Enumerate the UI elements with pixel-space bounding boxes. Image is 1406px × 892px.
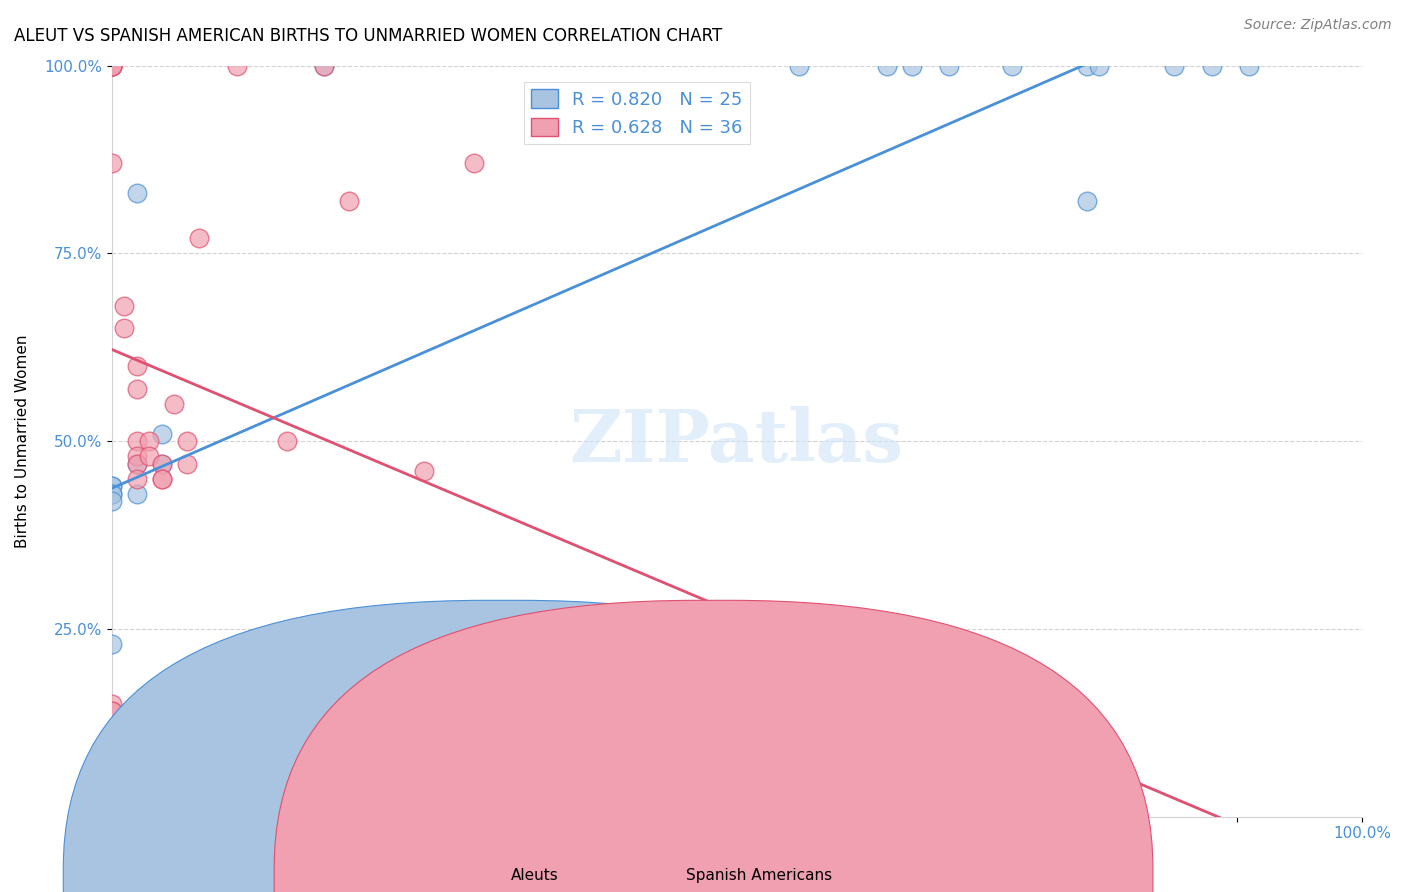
Point bbox=[138, 434, 160, 449]
Point bbox=[125, 382, 148, 396]
Point bbox=[125, 457, 148, 471]
Point bbox=[100, 156, 122, 170]
Point bbox=[150, 457, 173, 471]
Y-axis label: Births to Unmarried Women: Births to Unmarried Women bbox=[15, 334, 30, 548]
Point bbox=[125, 449, 148, 463]
Point bbox=[100, 719, 122, 733]
Text: Spanish Americans: Spanish Americans bbox=[686, 868, 832, 883]
Text: ALEUT VS SPANISH AMERICAN BIRTHS TO UNMARRIED WOMEN CORRELATION CHART: ALEUT VS SPANISH AMERICAN BIRTHS TO UNMA… bbox=[14, 27, 723, 45]
Point bbox=[100, 59, 122, 73]
Point bbox=[375, 705, 398, 719]
Point bbox=[100, 479, 122, 493]
Point bbox=[112, 299, 135, 313]
Point bbox=[150, 472, 173, 486]
Point bbox=[125, 472, 148, 486]
Point bbox=[1201, 59, 1223, 73]
Point bbox=[225, 719, 247, 733]
Point bbox=[150, 457, 173, 471]
Point bbox=[276, 434, 298, 449]
Point bbox=[125, 486, 148, 500]
Point bbox=[100, 59, 122, 73]
Point bbox=[901, 59, 924, 73]
Point bbox=[100, 479, 122, 493]
Point bbox=[100, 494, 122, 508]
Point bbox=[150, 472, 173, 486]
Point bbox=[125, 186, 148, 201]
Point bbox=[176, 457, 198, 471]
Point bbox=[938, 59, 960, 73]
Point bbox=[112, 321, 135, 335]
Point bbox=[463, 156, 485, 170]
Point bbox=[413, 464, 436, 478]
Point bbox=[1163, 59, 1185, 73]
Point bbox=[337, 194, 360, 208]
Point bbox=[163, 396, 186, 410]
Point bbox=[100, 705, 122, 719]
Point bbox=[314, 59, 336, 73]
Legend: R = 0.820   N = 25, R = 0.628   N = 36: R = 0.820 N = 25, R = 0.628 N = 36 bbox=[523, 82, 749, 145]
Point bbox=[100, 697, 122, 711]
Point bbox=[150, 426, 173, 441]
Point bbox=[375, 705, 398, 719]
Point bbox=[125, 434, 148, 449]
Text: Aleuts: Aleuts bbox=[510, 868, 558, 883]
Point bbox=[100, 637, 122, 651]
Point bbox=[1088, 59, 1111, 73]
Point bbox=[1001, 59, 1024, 73]
Point bbox=[100, 486, 122, 500]
Point bbox=[225, 59, 247, 73]
Point bbox=[100, 705, 122, 719]
Point bbox=[100, 59, 122, 73]
Point bbox=[1076, 194, 1098, 208]
Point bbox=[100, 59, 122, 73]
Point bbox=[138, 449, 160, 463]
Point bbox=[1239, 59, 1261, 73]
Point bbox=[125, 359, 148, 373]
Point bbox=[176, 434, 198, 449]
Point bbox=[188, 231, 211, 245]
Point bbox=[1076, 59, 1098, 73]
Point bbox=[375, 697, 398, 711]
Point bbox=[789, 59, 811, 73]
Point bbox=[125, 457, 148, 471]
Point bbox=[876, 59, 898, 73]
Point bbox=[100, 59, 122, 73]
Point bbox=[413, 705, 436, 719]
Point bbox=[100, 486, 122, 500]
Text: Source: ZipAtlas.com: Source: ZipAtlas.com bbox=[1244, 18, 1392, 32]
Point bbox=[314, 59, 336, 73]
Text: ZIPatlas: ZIPatlas bbox=[569, 406, 904, 476]
